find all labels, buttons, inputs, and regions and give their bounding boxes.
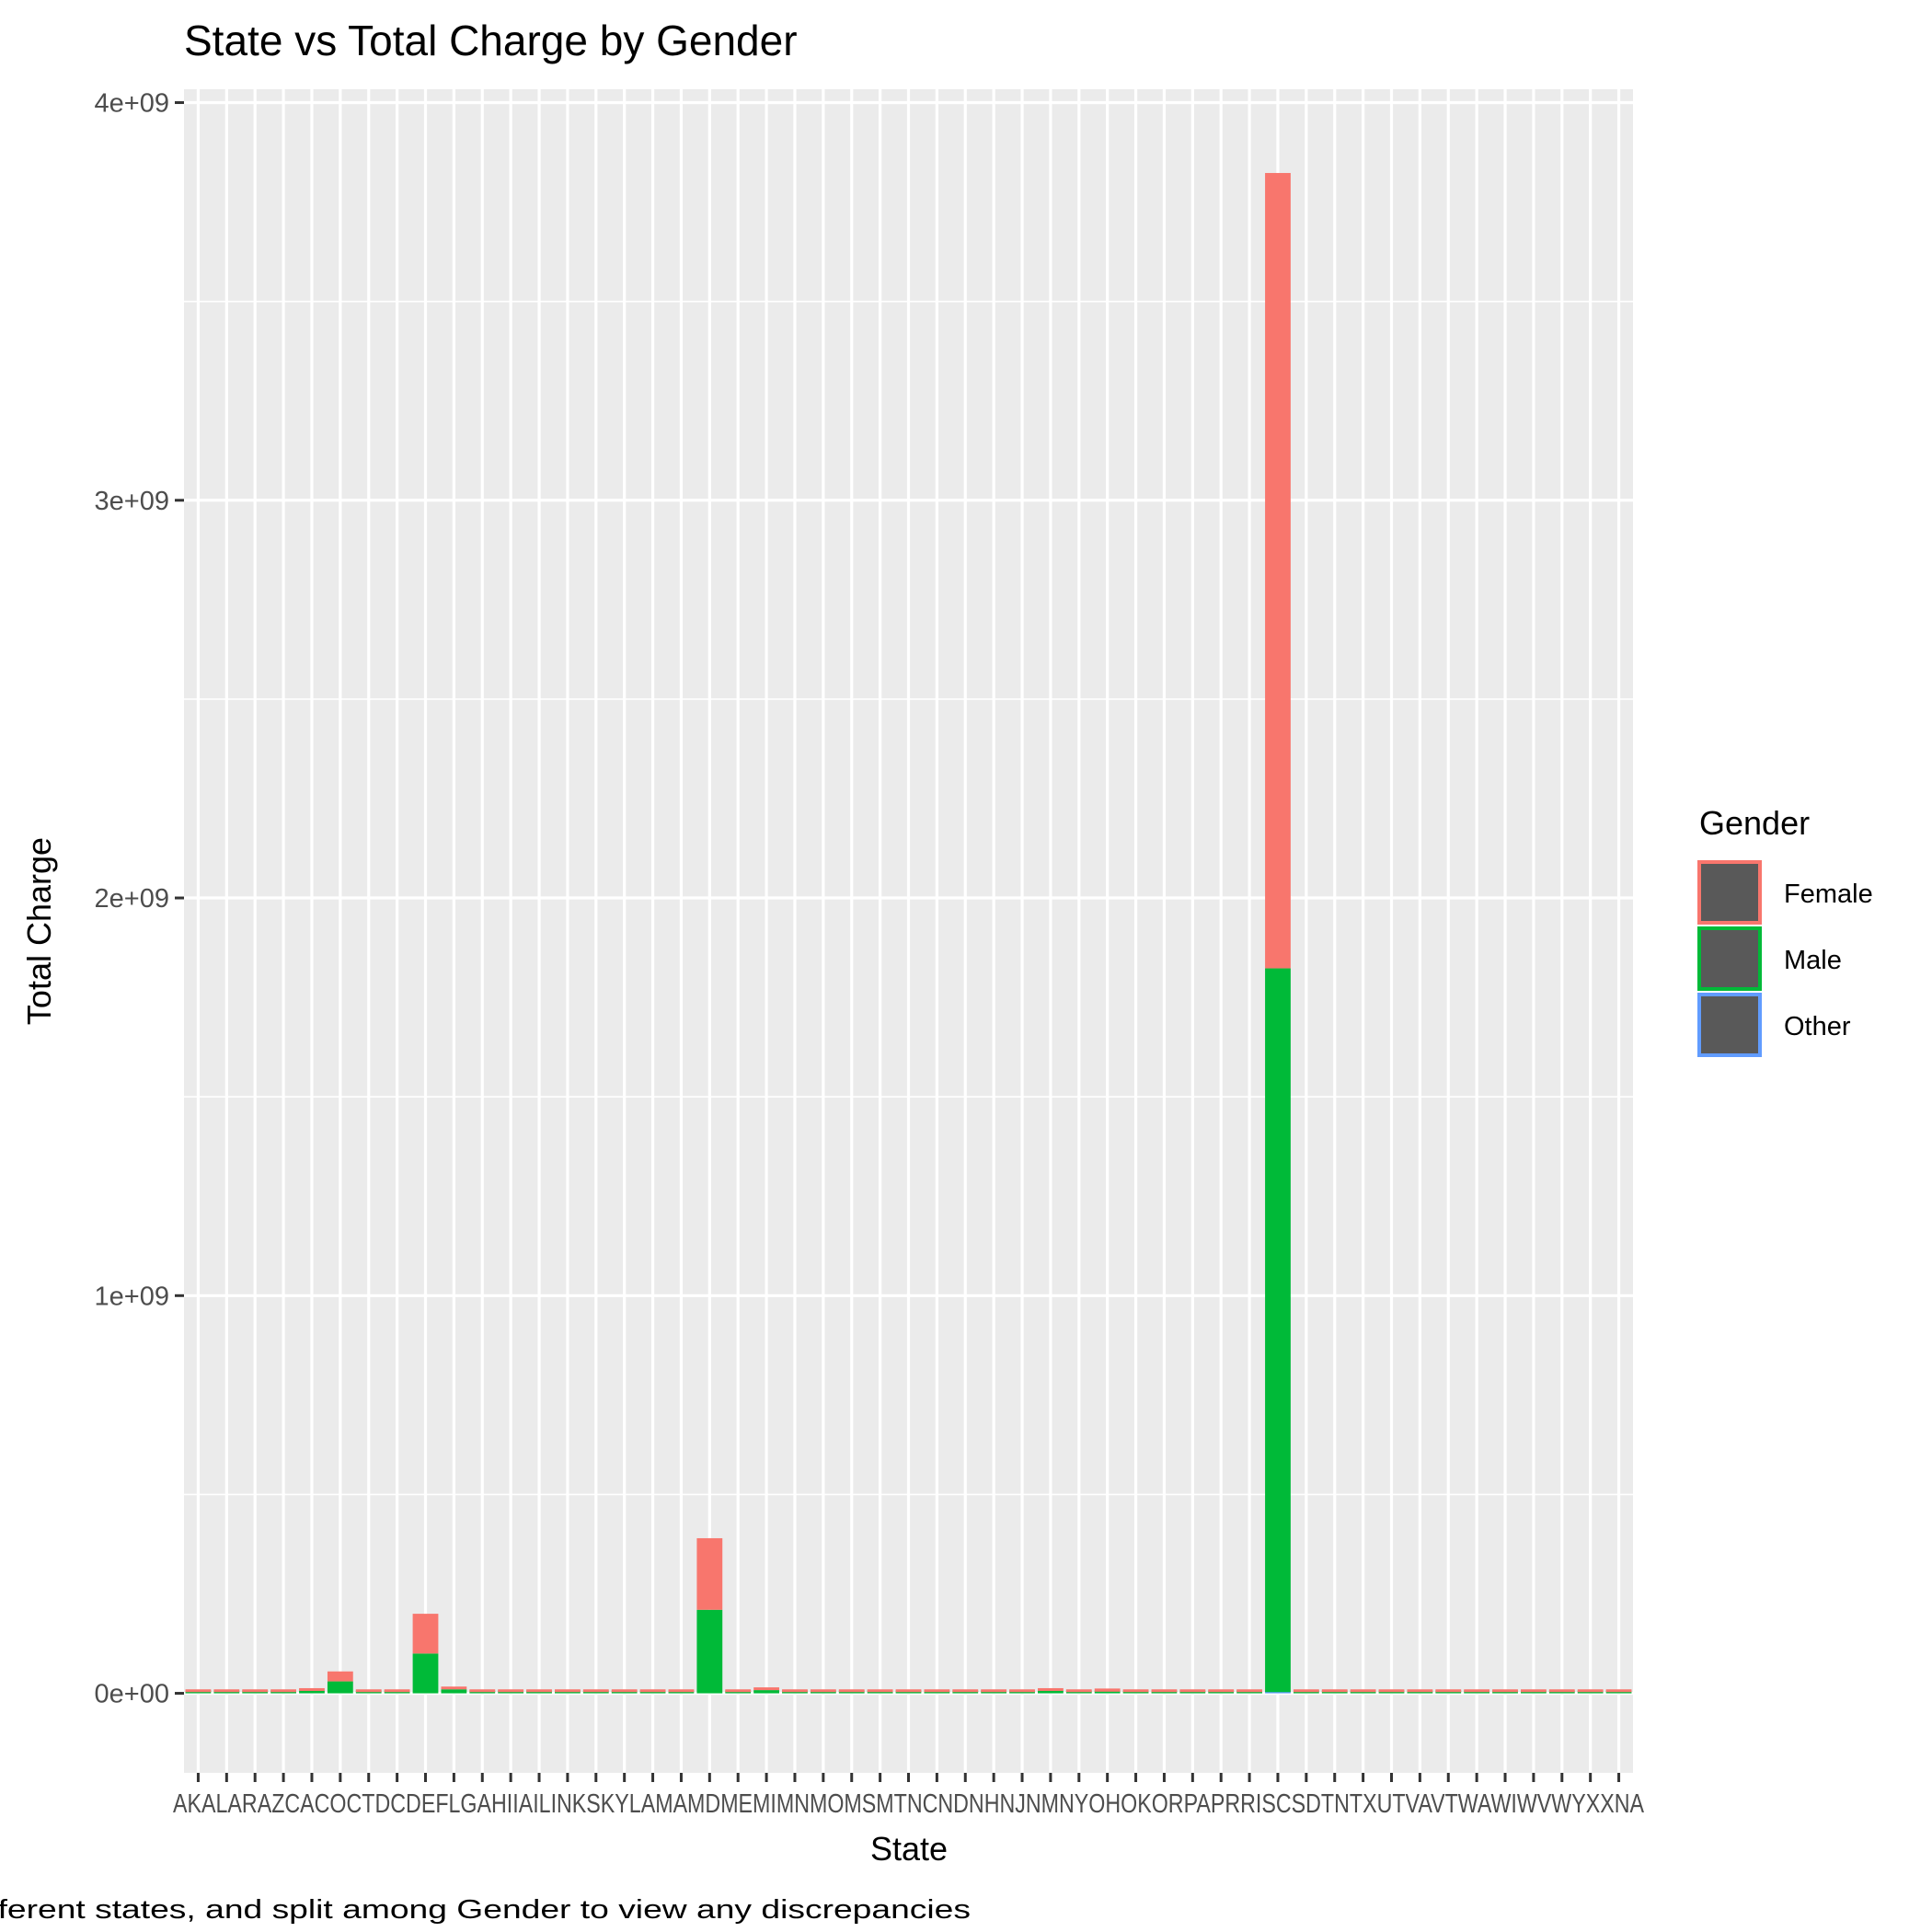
bar-NA-female (1605, 1689, 1632, 1693)
bar-CO-female (327, 1671, 353, 1682)
bar-MT-female (895, 1689, 922, 1693)
bar-LA-female (668, 1689, 695, 1693)
bar-NJ-female (1009, 1689, 1035, 1693)
bar-KY-female (639, 1689, 666, 1693)
bar-WI-female (1492, 1689, 1518, 1693)
bars (185, 173, 1632, 1694)
legend-key-male (1697, 926, 1762, 991)
chart-title: State vs Total Charge by Gender (184, 17, 798, 64)
y-tick-label: 3e+09 (95, 487, 169, 516)
bar-PR-female (1208, 1689, 1235, 1693)
bar-MN-female (810, 1689, 836, 1693)
bar-IA-female (526, 1689, 552, 1693)
legend-key-other (1697, 993, 1762, 1057)
bar-TX-female (1350, 1689, 1376, 1693)
bar-DC-female (384, 1689, 410, 1693)
bar-WV-female (1521, 1689, 1547, 1693)
bar-GA-female (469, 1689, 496, 1693)
y-tick-label: 2e+09 (95, 884, 169, 914)
bar-OR-female (1151, 1689, 1178, 1693)
bar-OK-female (1122, 1689, 1149, 1693)
bar-MI-female (782, 1689, 808, 1693)
bar-ME-male (753, 1690, 779, 1694)
bar-CA-male (299, 1690, 325, 1694)
legend-label-male: Male (1784, 946, 1842, 975)
bar-NY-female (1065, 1689, 1092, 1693)
grid-major (184, 89, 1633, 1773)
bar-WA-female (1464, 1689, 1490, 1693)
bar-PA-female (1179, 1689, 1206, 1693)
bar-DE-female (412, 1614, 439, 1654)
y-axis-title: Total Charge (20, 837, 58, 1025)
bar-MD-female (725, 1689, 752, 1693)
bar-NC-female (924, 1689, 950, 1693)
bar-CA-female (299, 1687, 325, 1691)
bar-AL-female (213, 1689, 240, 1693)
x-tick-labels: AKALARAZCACOCTDCDEFLGAHIIAILINKSKYLAMAMD… (173, 1789, 1645, 1819)
y-tick-label: 1e+09 (95, 1282, 169, 1311)
bar-XX-female (1577, 1689, 1604, 1693)
bar-AZ-female (270, 1689, 296, 1693)
bar-SC-male (1265, 968, 1291, 1693)
bar-TN-female (1321, 1689, 1348, 1693)
bar-CO-male (327, 1681, 353, 1694)
y-axis: 0e+00 1e+09 2e+09 3e+09 4e+09 (95, 89, 184, 1709)
bar-FL-female (441, 1686, 467, 1690)
bar-DE-male (412, 1653, 439, 1694)
bar-CT-female (355, 1689, 382, 1693)
bar-MA-male (696, 1609, 723, 1694)
y-tick-label: 4e+09 (95, 89, 169, 119)
y-tick-label: 0e+00 (95, 1680, 169, 1709)
bar-RI-female (1236, 1689, 1262, 1693)
bar-SC-female (1265, 173, 1291, 969)
bar-WY-female (1548, 1689, 1575, 1693)
bar-VA-female (1407, 1689, 1433, 1693)
bar-MO-female (838, 1689, 865, 1693)
bar-KS-female (611, 1689, 638, 1693)
bar-SD-female (1293, 1689, 1319, 1693)
bar-HI-female (498, 1689, 524, 1693)
legend-key-female (1697, 860, 1762, 925)
bar-AK-female (185, 1689, 212, 1693)
bar-MA-female (696, 1537, 723, 1610)
bar-IL-female (555, 1689, 581, 1693)
legend-label-female: Female (1784, 880, 1873, 909)
bar-IN-female (582, 1689, 609, 1693)
bar-NM-male (1038, 1690, 1064, 1694)
legend-title: Gender (1699, 804, 1810, 842)
bar-OH-female (1094, 1688, 1121, 1692)
legend-label-other: Other (1784, 1012, 1851, 1041)
x-axis-title: State (870, 1830, 948, 1868)
bar-NM-female (1038, 1687, 1064, 1691)
legend: Gender Female Male Other (1697, 804, 1873, 1057)
bar-ND-female (952, 1689, 979, 1693)
bar-FL-male (441, 1689, 467, 1694)
bar-OH-male (1094, 1690, 1121, 1694)
chart-caption: Chart to compare total charge between di… (0, 1895, 971, 1925)
bar-AR-female (242, 1689, 269, 1693)
x-axis: AKALARAZCACOCTDCDEFLGAHIIAILINKSKYLAMAMD… (173, 1773, 1645, 1819)
bar-MS-female (867, 1689, 893, 1693)
bar-ME-female (753, 1687, 779, 1691)
bar-VT-female (1435, 1689, 1462, 1693)
bar-NH-female (981, 1689, 1007, 1693)
bar-UT-female (1378, 1689, 1405, 1693)
